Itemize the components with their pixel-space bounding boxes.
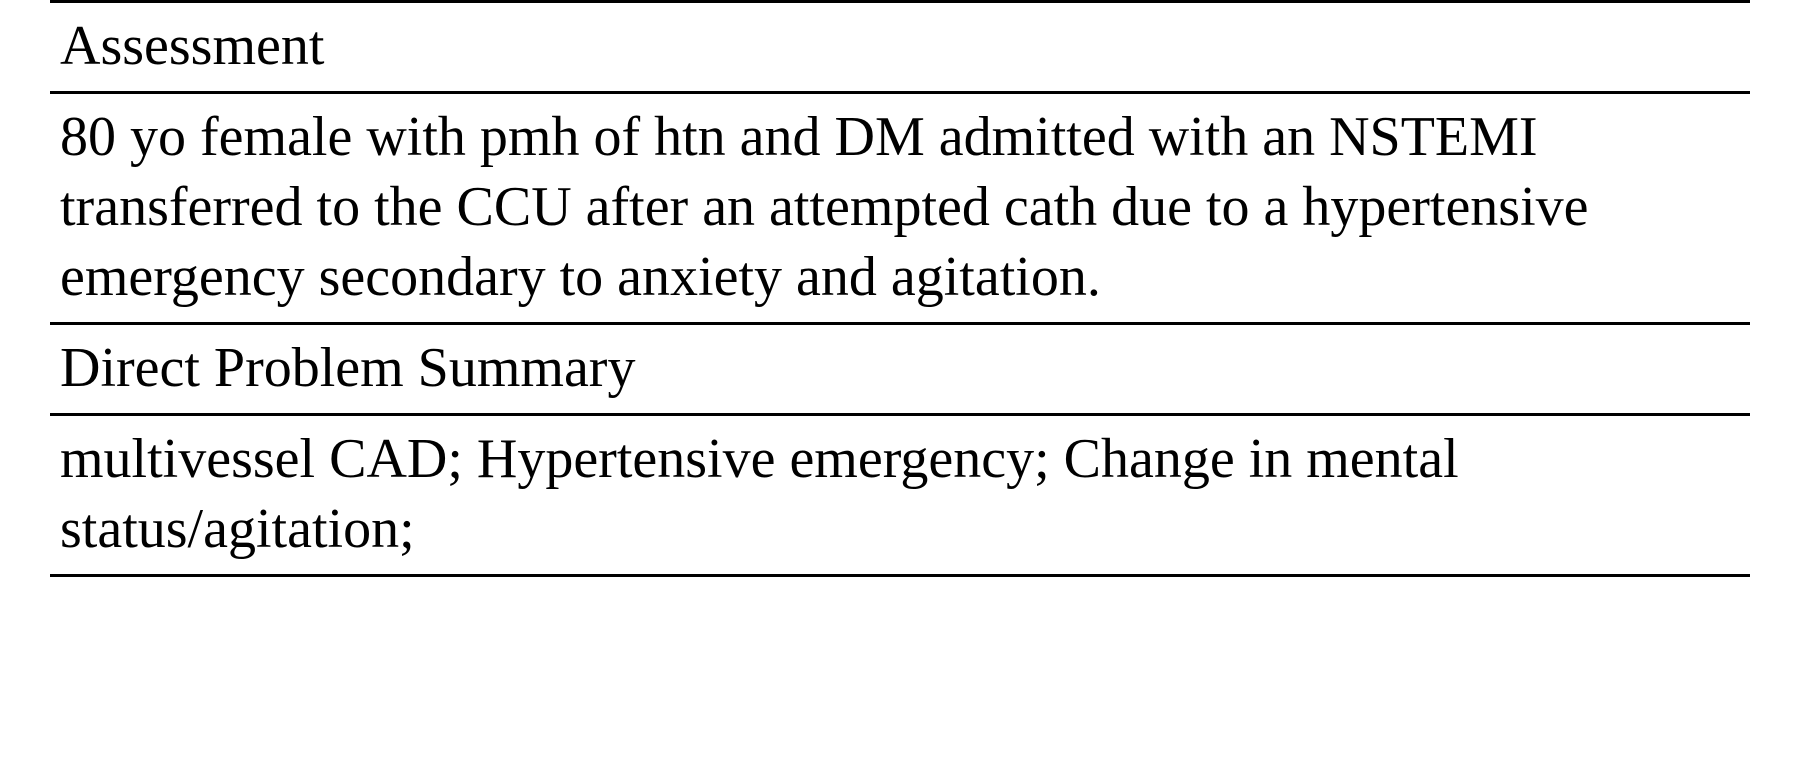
assessment-body: 80 yo female with pmh of htn and DM admi… bbox=[50, 94, 1750, 325]
clinical-summary-table: Assessment 80 yo female with pmh of htn … bbox=[0, 0, 1800, 577]
section-header-problem-summary: Direct Problem Summary bbox=[50, 325, 1750, 416]
problem-summary-body: multivessel CAD; Hypertensive emergency;… bbox=[50, 416, 1750, 577]
section-header-assessment: Assessment bbox=[50, 0, 1750, 94]
